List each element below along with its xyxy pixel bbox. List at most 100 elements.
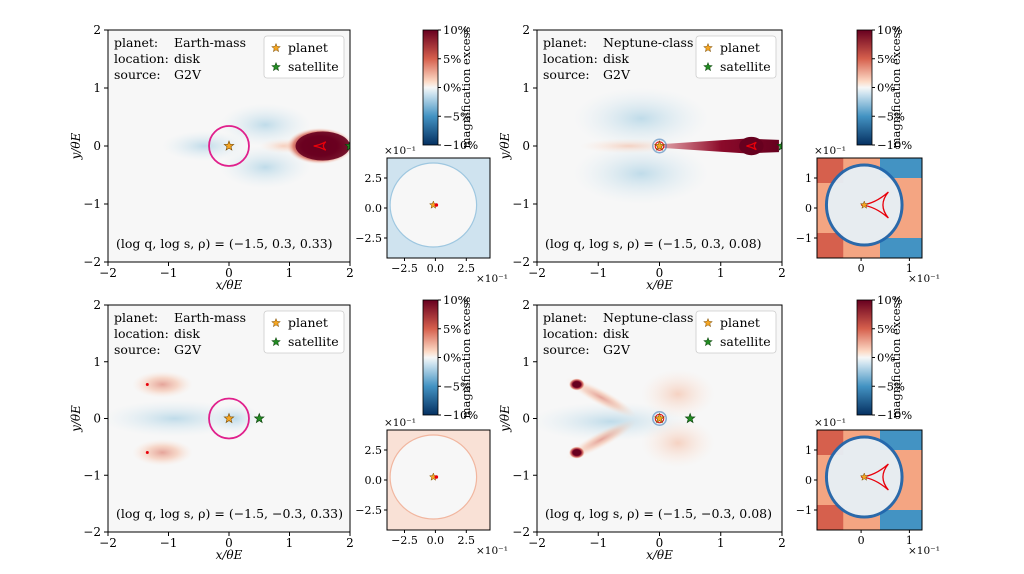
positive-excess-region xyxy=(572,381,582,388)
y-axis-label: y/θE xyxy=(69,405,83,433)
central-excess-ring xyxy=(652,411,667,426)
caustic-curve xyxy=(861,191,889,219)
y-tick-label: 1 xyxy=(522,81,530,95)
inset-x-scale: ×10⁻¹ xyxy=(908,273,940,285)
info-value: Earth-mass xyxy=(174,35,246,50)
legend-satellite-marker xyxy=(271,61,281,72)
inset-x-tick-label: 1 xyxy=(906,534,913,547)
x-tick-label: 1 xyxy=(717,266,725,280)
legend-planet-label: planet xyxy=(720,315,760,330)
colorbar-label: magnification excess xyxy=(889,297,903,419)
legend-planet-label: planet xyxy=(288,40,328,55)
inset-y-scale: ×10⁻¹ xyxy=(814,417,846,429)
inset-field xyxy=(817,158,922,258)
y-axis-label: y/θE xyxy=(498,132,512,160)
parameter-text: (log q, log s, ρ) = (−1.5, −0.3, 0.08) xyxy=(545,506,772,521)
y-tick-label: −2 xyxy=(83,255,101,269)
inset-x-tick-label: −2.5 xyxy=(391,534,418,547)
colorbar-tick-label: −10% xyxy=(877,138,912,152)
inset-caustic xyxy=(434,475,439,479)
inset-y-tick-label: 2.5 xyxy=(365,172,383,185)
colorbar-tick-label: 10% xyxy=(877,293,903,307)
x-tick-label: 1 xyxy=(286,266,294,280)
colorbar-tick-label: 5% xyxy=(443,52,461,66)
info-value: G2V xyxy=(603,67,631,82)
x-tick-label: −1 xyxy=(589,536,607,550)
legend-box xyxy=(263,310,345,354)
colorbar-tick-label: 5% xyxy=(877,322,895,336)
inset-planet-marker xyxy=(859,200,869,209)
legend-satellite-label: satellite xyxy=(288,334,339,349)
inset-x-tick-label: 2.5 xyxy=(458,262,476,275)
inset-x-tick-label: 1 xyxy=(906,262,913,275)
satellite-marker xyxy=(684,412,696,424)
inset-y-tick-label: 0.0 xyxy=(365,474,383,487)
caustic-curve xyxy=(746,141,757,151)
heatmap-field xyxy=(108,305,350,532)
x-axis-label: x/θE xyxy=(646,548,673,562)
info-value: G2V xyxy=(174,67,202,82)
colorbar-label: magnification excess xyxy=(459,27,473,149)
legend-satellite-marker xyxy=(271,336,281,347)
inset-negative-region xyxy=(880,430,922,450)
inset-y-tick-label: 2.5 xyxy=(365,444,383,457)
inset-y-tick-label: −1 xyxy=(796,232,812,245)
negative-excess-region xyxy=(219,103,311,146)
x-tick-label: 2 xyxy=(346,266,354,280)
parameter-text: (log q, log s, ρ) = (−1.5, 0.3, 0.08) xyxy=(545,236,762,251)
colorbar xyxy=(422,299,439,416)
colorbar-tick-label: −5% xyxy=(443,109,471,123)
caustic-point xyxy=(145,382,149,386)
info-value: Neptune-class xyxy=(603,35,693,50)
info-key: source: xyxy=(543,342,590,357)
x-tick-label: 1 xyxy=(717,536,725,550)
colorbar-label: magnification excess xyxy=(459,297,473,419)
y-tick-label: −2 xyxy=(512,525,530,539)
inset-x-tick-label: 0 xyxy=(858,534,865,547)
y-tick-label: 2 xyxy=(93,298,101,312)
parameter-text: (log q, log s, ρ) = (−1.5, 0.3, 0.33) xyxy=(116,236,333,251)
y-tick-label: −1 xyxy=(83,197,101,211)
caustic-point xyxy=(145,451,149,455)
legend-box xyxy=(695,310,777,354)
info-value: disk xyxy=(603,51,629,66)
y-tick-label: −2 xyxy=(83,525,101,539)
inset-x-tick-label: 0 xyxy=(858,262,865,275)
inset-negative-region xyxy=(880,238,922,258)
inset-positive-region xyxy=(817,505,844,530)
legend-box xyxy=(263,35,345,79)
planet-marker xyxy=(223,412,235,424)
planet-marker xyxy=(653,412,666,424)
inset-x-scale: ×10⁻¹ xyxy=(476,545,508,557)
y-tick-label: 0 xyxy=(93,412,101,426)
colorbar-tick-label: 10% xyxy=(443,23,469,37)
inset-y-tick-label: −2.5 xyxy=(355,232,382,245)
y-tick-label: −2 xyxy=(512,255,530,269)
y-tick-label: 2 xyxy=(522,298,530,312)
caustic-curve xyxy=(313,141,327,151)
x-tick-label: 2 xyxy=(346,536,354,550)
inset-y-tick-label: 0.0 xyxy=(365,202,383,215)
inset-y-tick-label: 1 xyxy=(805,172,812,185)
x-axis-label: x/θE xyxy=(216,278,243,292)
info-value: Neptune-class xyxy=(603,310,693,325)
x-axis-label: x/θE xyxy=(216,548,243,562)
inset-y-scale: ×10⁻¹ xyxy=(384,417,416,429)
negative-excess-region xyxy=(210,403,260,434)
inset-y-tick-label: 1 xyxy=(805,444,812,457)
positive-excess-region xyxy=(132,439,193,466)
colorbar xyxy=(422,29,439,146)
x-tick-label: −1 xyxy=(160,266,178,280)
y-axis-label: y/θE xyxy=(498,405,512,433)
y-tick-label: 0 xyxy=(93,139,101,153)
satellite-marker xyxy=(253,412,265,424)
positive-excess-region xyxy=(641,369,715,419)
negative-excess-region xyxy=(219,146,311,189)
panel-bottom-left: −2 −1 0 1 2 2 1 0 −1 −2 x/θE y/θE planet: Earth-mass l… xyxy=(69,293,508,562)
y-tick-label: 0 xyxy=(522,139,530,153)
negative-excess-region xyxy=(573,87,709,150)
colorbar-tick-label: 5% xyxy=(877,52,895,66)
legend-satellite-label: satellite xyxy=(720,59,771,74)
y-tick-label: −1 xyxy=(512,468,530,482)
